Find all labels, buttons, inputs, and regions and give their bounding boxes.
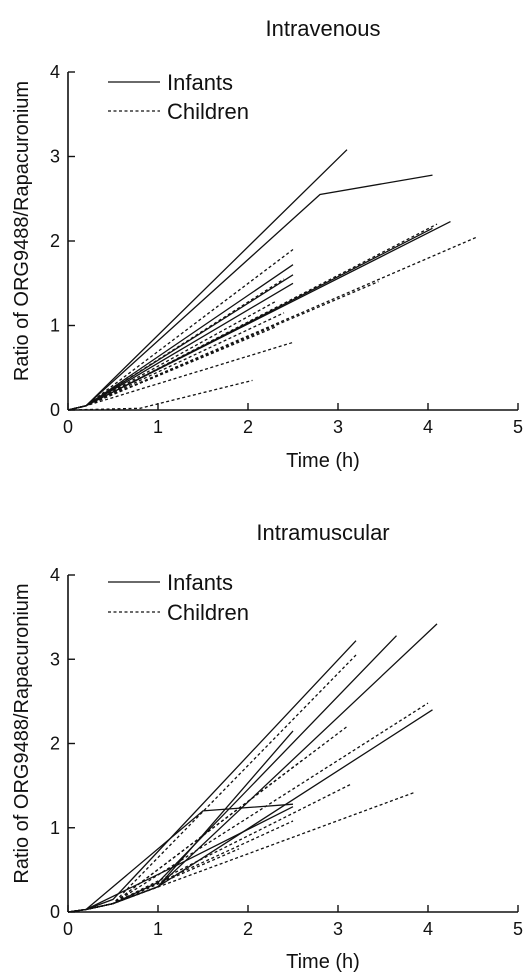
infants-series-line xyxy=(67,806,294,913)
chart-title: Intravenous xyxy=(266,16,381,41)
children-series-line xyxy=(67,341,294,411)
infants-series-line xyxy=(67,623,438,913)
legend-label-infants: Infants xyxy=(167,570,233,595)
legend: Infants Children xyxy=(108,70,249,124)
y-axis-label: Ratio of ORG9488/Rapacuronium xyxy=(11,583,33,883)
x-axis-label: Time (h) xyxy=(286,951,360,973)
infants-series-line xyxy=(67,264,294,411)
infants-series-line xyxy=(67,149,348,411)
y-tick-label: 0 xyxy=(50,400,60,420)
infants-series-line xyxy=(67,709,433,913)
x-tick-label: 5 xyxy=(513,919,523,939)
y-tick-label: 1 xyxy=(50,818,60,838)
y-axis-label: Ratio of ORG9488/Rapacuronium xyxy=(11,81,33,381)
children-series-line xyxy=(67,379,253,411)
infants-series-line xyxy=(67,174,433,411)
chart-panel-2: Intramuscular 0 1 2 3 4 5 0 1 2 3 4 Time (h) Ratio of… xyxy=(11,520,523,973)
x-tick-label: 3 xyxy=(333,417,343,437)
x-tick-label: 4 xyxy=(423,417,433,437)
children-series-line xyxy=(67,820,294,913)
legend-label-children: Children xyxy=(167,99,249,124)
x-tick-label: 1 xyxy=(153,417,163,437)
children-series-line xyxy=(67,783,352,913)
y-tick-label: 2 xyxy=(50,231,60,251)
children-series-line xyxy=(67,791,415,913)
x-axis-label: Time (h) xyxy=(286,450,360,472)
x-tick-label: 0 xyxy=(63,417,73,437)
x-tick-label: 2 xyxy=(243,417,253,437)
children-series-line xyxy=(67,654,357,913)
y-tick-label: 0 xyxy=(50,902,60,922)
y-tick-label: 4 xyxy=(50,62,60,82)
legend-label-infants: Infants xyxy=(167,70,233,95)
children-series-line xyxy=(67,726,348,913)
x-tick-label: 0 xyxy=(63,919,73,939)
infants-series-line xyxy=(67,803,294,913)
x-tick-label: 2 xyxy=(243,919,253,939)
legend: Infants Children xyxy=(108,570,249,625)
infants-series-line xyxy=(67,635,397,913)
children-series-line xyxy=(67,759,303,913)
chart-panel-1: Intravenous 0 1 2 3 4 5 0 1 2 3 4 Time (h) Ratio of O… xyxy=(11,16,523,472)
children-series-line xyxy=(67,248,294,411)
x-tick-label: 1 xyxy=(153,919,163,939)
y-tick-label: 3 xyxy=(50,649,60,669)
y-tick-label: 1 xyxy=(50,316,60,336)
y-tick-label: 3 xyxy=(50,147,60,167)
x-tick-label: 4 xyxy=(423,919,433,939)
y-tick-label: 2 xyxy=(50,734,60,754)
children-series-line xyxy=(67,702,429,913)
x-tick-label: 5 xyxy=(513,417,523,437)
chart-title: Intramuscular xyxy=(256,520,389,545)
y-tick-label: 4 xyxy=(50,565,60,585)
legend-label-children: Children xyxy=(167,600,249,625)
x-tick-label: 3 xyxy=(333,919,343,939)
